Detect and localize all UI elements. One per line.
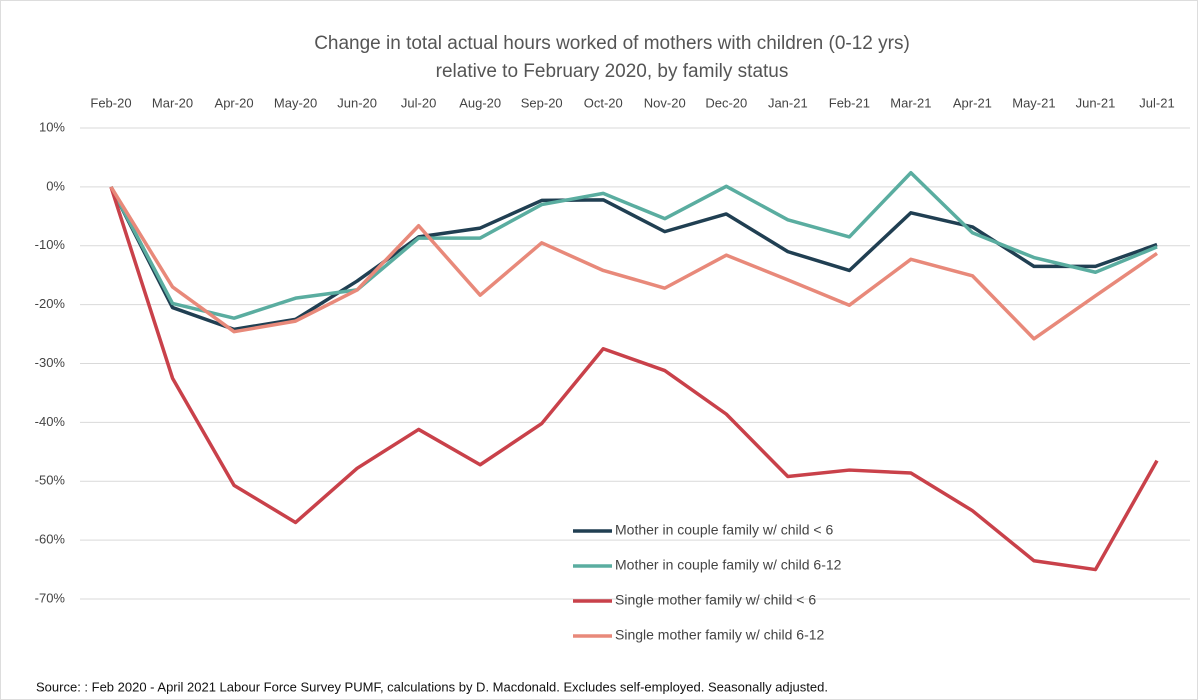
x-tick-label: Dec-20 — [705, 95, 747, 110]
y-tick-label: -60% — [35, 532, 66, 547]
data-line — [109, 185, 1158, 341]
legend-label: Mother in couple family w/ child < 6 — [615, 522, 833, 538]
data-line — [109, 186, 1158, 332]
x-tick-label: May-21 — [1012, 95, 1055, 110]
y-tick-label: -40% — [35, 414, 66, 429]
data-line — [109, 170, 1158, 320]
y-tick-label: -70% — [35, 590, 66, 605]
legend-label: Single mother family w/ child 6-12 — [615, 627, 825, 643]
x-tick-label: Jun-20 — [337, 95, 377, 110]
x-tick-label: Mar-21 — [890, 95, 931, 110]
x-tick-label: Aug-20 — [459, 95, 501, 110]
x-tick-label: Mar-20 — [152, 95, 193, 110]
y-tick-label: 0% — [46, 178, 65, 193]
x-tick-label: Apr-21 — [953, 95, 992, 110]
x-tick-label: Jul-21 — [1139, 95, 1174, 110]
x-tick-label: Jan-21 — [768, 95, 808, 110]
data-line — [109, 186, 1159, 572]
x-tick-label: Oct-20 — [584, 95, 623, 110]
y-tick-label: 10% — [39, 119, 65, 134]
y-tick-label: -30% — [35, 355, 66, 370]
y-tick-label: -20% — [35, 296, 66, 311]
chart-title: Change in total actual hours worked of m… — [314, 33, 910, 54]
x-tick-label: Jul-20 — [401, 95, 436, 110]
x-tick-label: Apr-20 — [215, 95, 254, 110]
chart-title: relative to February 2020, by family sta… — [436, 61, 789, 82]
x-tick-label: Sep-20 — [521, 95, 563, 110]
legend-label: Single mother family w/ child < 6 — [615, 592, 816, 608]
x-tick-label: Feb-21 — [829, 95, 870, 110]
x-tick-label: May-20 — [274, 95, 317, 110]
y-tick-label: -50% — [35, 473, 66, 488]
legend-label: Mother in couple family w/ child 6-12 — [615, 557, 842, 573]
x-tick-label: Nov-20 — [644, 95, 686, 110]
source-note: Source: : Feb 2020 - April 2021 Labour F… — [36, 679, 828, 694]
y-tick-label: -10% — [35, 237, 66, 252]
x-tick-label: Feb-20 — [90, 95, 131, 110]
x-tick-label: Jun-21 — [1076, 95, 1116, 110]
